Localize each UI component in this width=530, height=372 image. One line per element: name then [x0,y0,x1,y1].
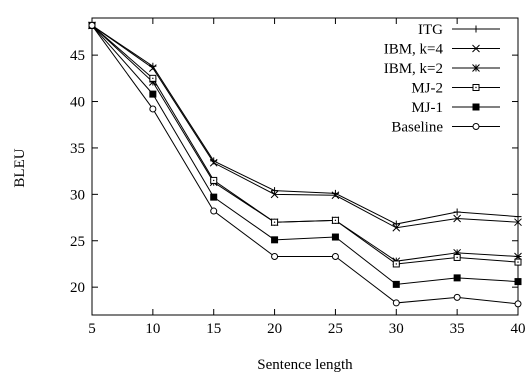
y-tick-label: 20 [70,280,85,296]
data-point [210,176,218,184]
data-point [271,253,279,261]
x-tick-label: 10 [145,321,160,337]
legend-entry: ITG [418,22,500,38]
series-1 [88,21,522,232]
data-point [453,208,461,216]
series-line [91,25,519,265]
legend-marker-sample [472,25,480,33]
legend-entry: MJ-1 [411,100,500,116]
series-2 [88,21,522,266]
legend-marker-sample [472,44,480,53]
data-point [149,105,157,113]
data-point [453,248,461,257]
legend-entry: IBM, k=2 [384,61,500,77]
legend-label: IBM, k=2 [384,61,443,77]
axis-ticks: 5 10 15 20 25 30 35 40 20 25 30 35 40 45 [70,18,526,337]
data-point [514,258,522,266]
x-axis-title: Sentence length [257,357,353,372]
y-tick-label: 30 [70,187,85,203]
data-point [392,223,401,232]
data-point [209,158,218,167]
x-tick-label: 30 [389,321,404,337]
data-point [271,236,279,244]
x-tick-label: 40 [511,321,526,337]
data-point [392,299,400,307]
legend: ITG IBM, k=4 IBM, k=2 MJ-2 MJ-1 Baseline [384,22,500,136]
data-point [514,300,522,308]
legend-label: ITG [418,22,443,38]
data-point [331,253,339,261]
data-point [210,193,218,201]
data-point [453,293,461,301]
series-5 [88,21,522,308]
x-tick-label: 35 [450,321,465,337]
data-point [149,64,157,72]
legend-marker-sample [472,84,480,91]
data-point [331,233,339,241]
data-point [331,191,340,200]
legend-marker-sample [472,103,480,111]
data-point [514,218,522,227]
series-line [91,25,519,225]
data-point [392,280,400,288]
data-point [453,214,461,223]
series-line [91,25,519,229]
data-point [88,21,96,29]
data-point [331,216,339,224]
legend-marker-sample [472,64,480,72]
legend-entry: Baseline [391,120,500,136]
legend-label: MJ-2 [411,81,443,97]
y-tick-label: 40 [70,95,85,111]
data-point [270,190,279,199]
series-3 [88,21,522,268]
x-tick-label: 5 [88,321,96,337]
data-point [514,252,522,261]
data-point [149,74,157,82]
legend-entry: MJ-2 [411,81,500,97]
data-point [453,253,461,261]
y-tick-label: 35 [70,141,85,157]
y-tick-label: 25 [70,234,85,250]
legend-label: Baseline [391,120,443,136]
series-line [91,25,519,285]
legend-marker-sample [472,123,480,130]
series-line [91,25,519,262]
data-point [271,187,279,195]
x-tick-label: 20 [267,321,282,337]
data-point [149,90,157,98]
plot-frame [91,17,519,316]
y-axis-title: BLEU [12,148,28,187]
data-point [514,213,522,221]
data-point [210,207,218,215]
data-point [514,278,522,286]
x-tick-label: 25 [328,321,343,337]
series-0 [88,21,522,228]
data-point [149,78,157,86]
legend-entry: IBM, k=4 [384,42,500,58]
y-tick-label: 45 [70,48,85,64]
data-point [271,218,279,226]
series-layer [88,21,522,308]
data-point [453,274,461,282]
series-4 [88,21,522,288]
series-line [91,25,519,305]
data-point [392,260,400,268]
x-tick-label: 15 [206,321,221,337]
legend-label: MJ-1 [411,100,443,116]
legend-label: IBM, k=4 [384,42,444,58]
data-point [392,220,400,228]
